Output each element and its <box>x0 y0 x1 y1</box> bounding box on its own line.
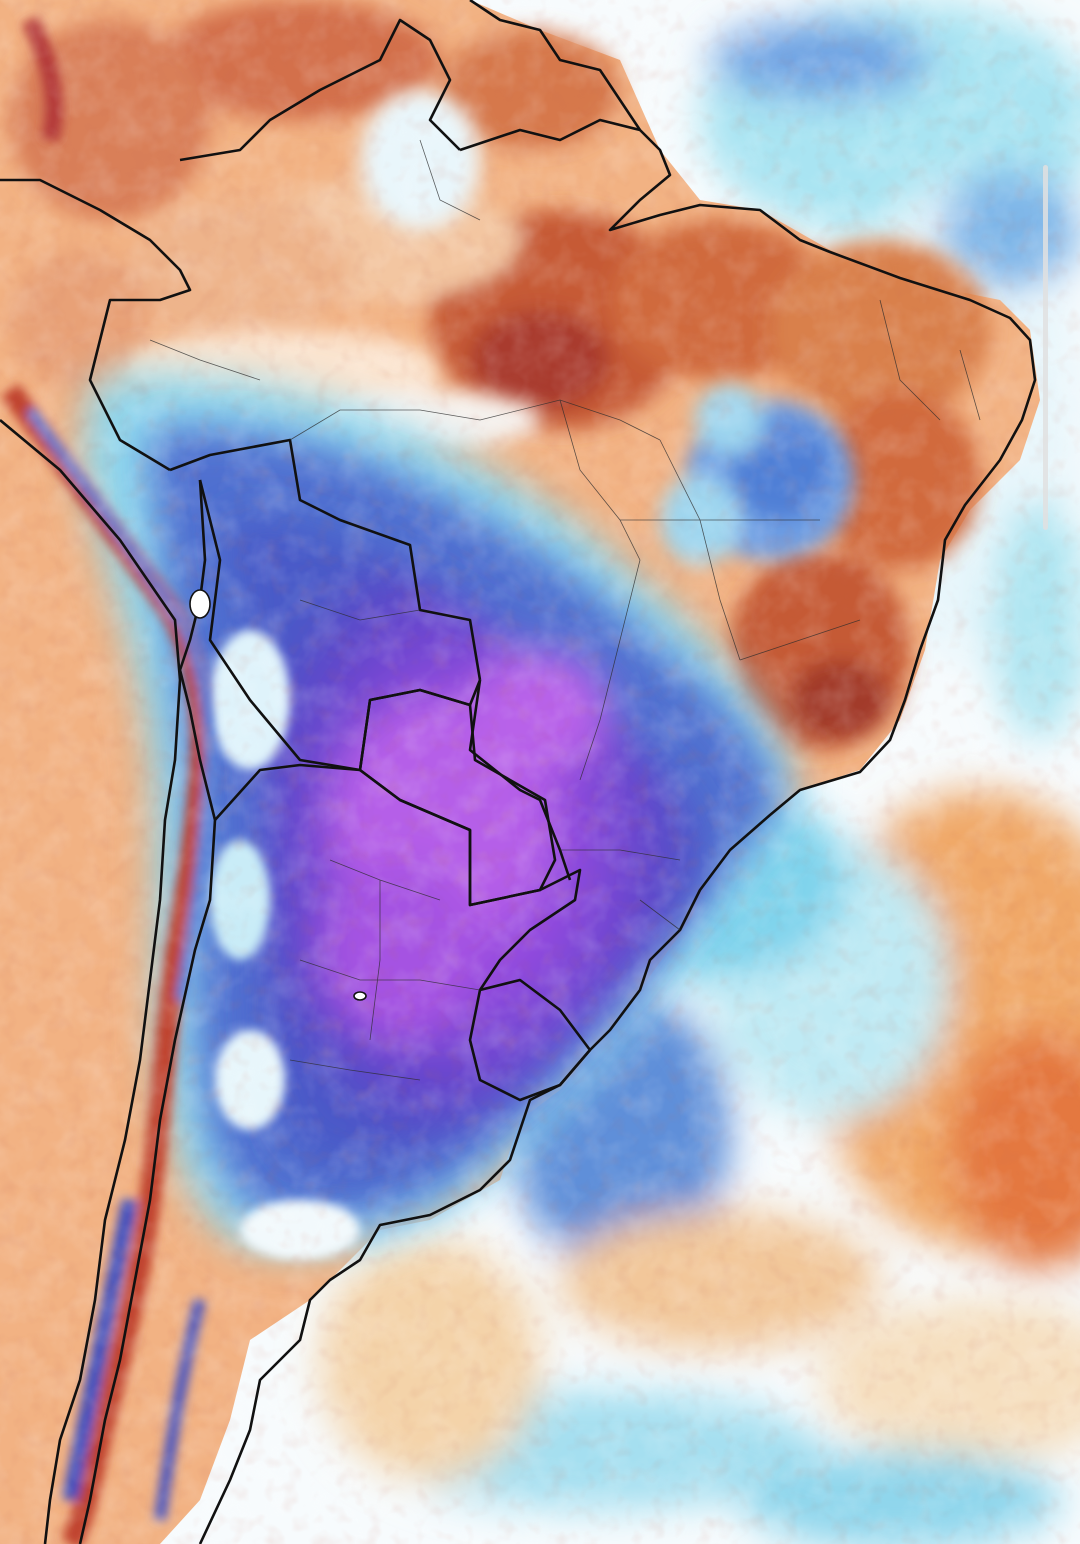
border-chile-coast <box>0 419 182 1544</box>
country-borders <box>0 0 1037 1544</box>
border-brazil-paraguay <box>468 679 572 881</box>
state-borders <box>149 139 981 1081</box>
border-argentina-north <box>214 763 582 991</box>
border-uruguay <box>468 978 592 1102</box>
scrollbar-thumb[interactable] <box>1043 165 1048 530</box>
lake-reservoir <box>353 991 367 1001</box>
border-peru-colombia <box>0 178 192 472</box>
border-venezuela <box>179 18 461 162</box>
lakes <box>189 589 367 1001</box>
lake-titicaca <box>189 589 211 619</box>
border-andes-chile <box>78 479 217 1544</box>
border-brazil-bolivia <box>169 438 482 681</box>
border-coast-atlantic <box>198 0 1037 1544</box>
border-guianas <box>459 118 641 152</box>
border-bolivia <box>198 479 482 772</box>
